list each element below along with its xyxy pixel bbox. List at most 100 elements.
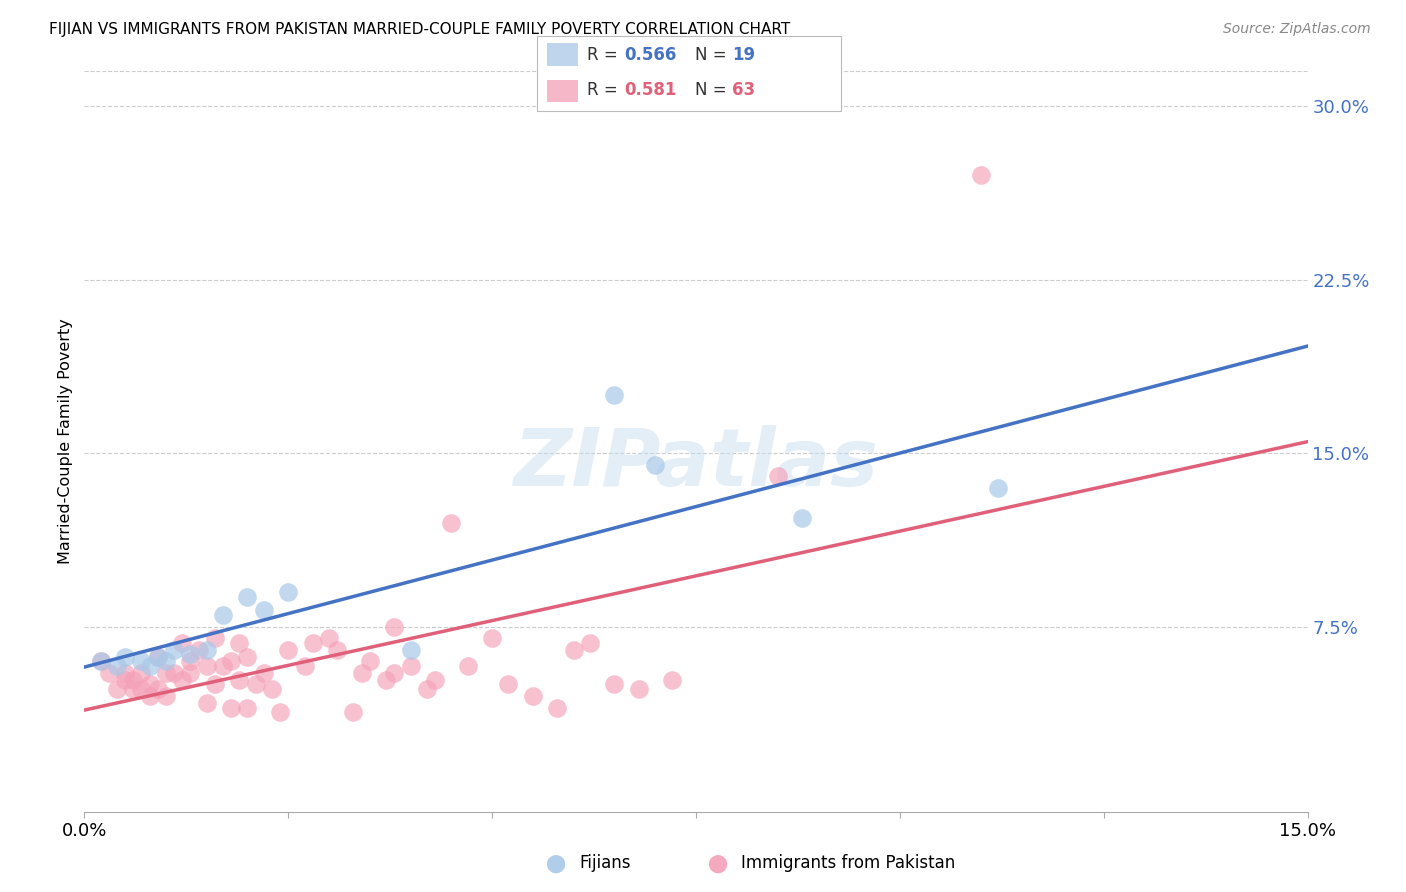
Point: [481, 631, 503, 645]
Point: [644, 458, 666, 472]
Point: [195, 696, 218, 710]
Point: [522, 689, 544, 703]
Point: [138, 689, 160, 703]
Point: [987, 481, 1010, 495]
Text: 63: 63: [733, 81, 755, 99]
Point: [122, 682, 145, 697]
Point: [114, 649, 136, 664]
Point: [375, 673, 398, 687]
Point: [294, 659, 316, 673]
Point: [603, 677, 626, 691]
Point: [155, 654, 177, 668]
Text: ZIPatlas: ZIPatlas: [513, 425, 879, 503]
Point: [416, 682, 439, 697]
Text: Immigrants from Pakistan: Immigrants from Pakistan: [741, 855, 955, 872]
Text: N =: N =: [695, 45, 733, 63]
Text: ⬤: ⬤: [707, 855, 727, 872]
Point: [195, 642, 218, 657]
Point: [138, 659, 160, 673]
Point: [212, 608, 235, 623]
Point: [661, 673, 683, 687]
Point: [212, 659, 235, 673]
Point: [105, 682, 128, 697]
Point: [146, 682, 169, 697]
Point: [399, 642, 422, 657]
Point: [155, 665, 177, 680]
Text: FIJIAN VS IMMIGRANTS FROM PAKISTAN MARRIED-COUPLE FAMILY POVERTY CORRELATION CHA: FIJIAN VS IMMIGRANTS FROM PAKISTAN MARRI…: [49, 22, 790, 37]
Point: [187, 642, 209, 657]
Point: [423, 673, 446, 687]
Bar: [547, 79, 578, 103]
Point: [90, 654, 112, 668]
Point: [228, 673, 250, 687]
Point: [131, 665, 153, 680]
Y-axis label: Married-Couple Family Poverty: Married-Couple Family Poverty: [58, 318, 73, 565]
Point: [204, 677, 226, 691]
Point: [97, 665, 120, 680]
Point: [131, 682, 153, 697]
Text: R =: R =: [586, 45, 623, 63]
Text: 0.581: 0.581: [624, 81, 676, 99]
Point: [219, 700, 242, 714]
Point: [498, 677, 520, 691]
Point: [970, 169, 993, 183]
Point: [277, 585, 299, 599]
Point: [260, 682, 283, 697]
Point: [603, 388, 626, 402]
Point: [195, 659, 218, 673]
Text: N =: N =: [695, 81, 733, 99]
Point: [172, 636, 194, 650]
Text: Source: ZipAtlas.com: Source: ZipAtlas.com: [1223, 22, 1371, 37]
Point: [579, 636, 602, 650]
Point: [790, 511, 813, 525]
Point: [342, 705, 364, 719]
Point: [138, 677, 160, 691]
Point: [440, 516, 463, 530]
Point: [236, 590, 259, 604]
Point: [301, 636, 323, 650]
Text: 19: 19: [733, 45, 755, 63]
Text: R =: R =: [586, 81, 623, 99]
Text: 0.566: 0.566: [624, 45, 676, 63]
Point: [382, 665, 405, 680]
Point: [163, 665, 186, 680]
Point: [236, 700, 259, 714]
Point: [253, 603, 276, 617]
Point: [382, 619, 405, 633]
Point: [236, 649, 259, 664]
Point: [179, 648, 201, 662]
Point: [131, 654, 153, 668]
Point: [122, 673, 145, 687]
Point: [318, 631, 340, 645]
FancyBboxPatch shape: [537, 37, 841, 111]
Point: [146, 649, 169, 664]
Point: [105, 659, 128, 673]
Point: [766, 469, 789, 483]
Point: [562, 642, 585, 657]
Bar: [547, 44, 578, 66]
Point: [326, 642, 349, 657]
Point: [179, 665, 201, 680]
Point: [114, 665, 136, 680]
Point: [172, 673, 194, 687]
Point: [457, 659, 479, 673]
Text: ⬤: ⬤: [546, 855, 565, 872]
Point: [155, 689, 177, 703]
Point: [253, 665, 276, 680]
Point: [269, 705, 291, 719]
Point: [219, 654, 242, 668]
Point: [90, 654, 112, 668]
Point: [399, 659, 422, 673]
Point: [146, 649, 169, 664]
Point: [277, 642, 299, 657]
Point: [627, 682, 650, 697]
Point: [179, 654, 201, 668]
Point: [163, 642, 186, 657]
Point: [204, 631, 226, 645]
Point: [114, 673, 136, 687]
Point: [546, 700, 568, 714]
Point: [359, 654, 381, 668]
Point: [350, 665, 373, 680]
Text: Fijians: Fijians: [579, 855, 631, 872]
Point: [228, 636, 250, 650]
